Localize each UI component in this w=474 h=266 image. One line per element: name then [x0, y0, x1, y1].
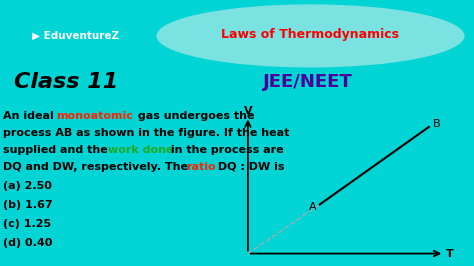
- Text: monoatomic: monoatomic: [56, 111, 133, 121]
- Text: JEE/NEET: JEE/NEET: [263, 73, 353, 92]
- Ellipse shape: [156, 4, 465, 68]
- Text: work done: work done: [108, 145, 173, 155]
- Text: process AB as shown in the figure. If the heat: process AB as shown in the figure. If th…: [3, 128, 289, 138]
- Text: An ideal: An ideal: [3, 111, 58, 121]
- Text: ratio: ratio: [186, 162, 216, 172]
- Text: A: A: [309, 202, 317, 212]
- Text: (c) 1.25: (c) 1.25: [3, 219, 51, 229]
- Text: supplied and the: supplied and the: [3, 145, 111, 155]
- Text: Class 11: Class 11: [14, 72, 118, 93]
- Text: T: T: [447, 249, 454, 259]
- Text: Laws of Thermodynamics: Laws of Thermodynamics: [221, 28, 400, 41]
- Text: in the process are: in the process are: [167, 145, 283, 155]
- Text: gas undergoes the: gas undergoes the: [134, 111, 255, 121]
- Text: DQ : DW is: DQ : DW is: [214, 162, 284, 172]
- Text: V: V: [244, 106, 252, 115]
- Text: (b) 1.67: (b) 1.67: [3, 200, 53, 210]
- Text: DQ and DW, respectively. The: DQ and DW, respectively. The: [3, 162, 192, 172]
- Text: B: B: [433, 119, 441, 129]
- Text: ▶ EduventureZ: ▶ EduventureZ: [32, 31, 119, 41]
- Text: (a) 2.50: (a) 2.50: [3, 181, 52, 191]
- Text: (d) 0.40: (d) 0.40: [3, 238, 52, 248]
